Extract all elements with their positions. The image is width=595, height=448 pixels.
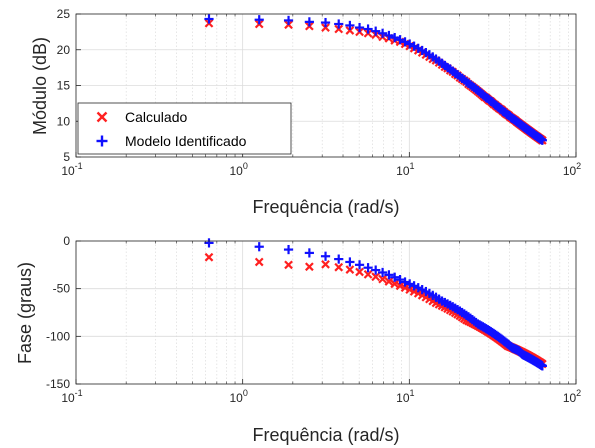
data-point (537, 361, 547, 371)
magnitude-xtick-exponent: 0 (243, 161, 248, 171)
data-point (334, 254, 344, 264)
data-point (345, 265, 355, 274)
magnitude-marks (204, 14, 547, 145)
data-point (363, 24, 373, 34)
data-point (321, 259, 330, 269)
data-point (363, 269, 373, 279)
data-point (371, 26, 381, 36)
data-point (321, 23, 330, 32)
phase-ytick-label: -100 (46, 329, 70, 343)
data-point (405, 279, 415, 289)
phase-xlabel: Frequência (rad/s) (252, 425, 399, 445)
magnitude-xlabel: Frequência (rad/s) (252, 197, 399, 217)
phase-xtick-exponent: 1 (410, 388, 415, 398)
magnitude-ytick-label: 20 (57, 43, 71, 57)
data-point (395, 275, 405, 285)
data-point (304, 248, 314, 258)
data-point (345, 26, 355, 35)
data-point (395, 281, 405, 291)
phase-ytick-label: -150 (46, 377, 70, 391)
legend-marker-calculado (96, 111, 108, 123)
data-point (355, 267, 364, 277)
data-point (284, 260, 293, 270)
magnitude-ytick-label: 15 (57, 79, 71, 93)
data-point (390, 272, 400, 282)
data-point (400, 277, 410, 287)
data-point (283, 15, 294, 26)
magnitude-xtick-exponent: -1 (75, 161, 83, 171)
magnitude-ytick-label: 5 (63, 150, 70, 164)
data-point (254, 242, 264, 252)
magnitude-xtick-exponent: 2 (576, 161, 581, 171)
data-point (204, 14, 214, 24)
data-point (537, 135, 547, 145)
phase-series-modelo (204, 238, 547, 371)
data-point (320, 251, 331, 261)
data-point (254, 15, 264, 25)
phase-marks (204, 238, 547, 371)
data-point (363, 263, 373, 273)
data-point (334, 24, 344, 34)
phase-xtick-exponent: -1 (75, 388, 83, 398)
magnitude-ytick-label: 25 (57, 7, 71, 21)
phase-ytick-label: 0 (63, 234, 70, 248)
data-point (384, 30, 394, 41)
legend-label-calculado: Calculado (125, 109, 187, 125)
legend: Calculado Modelo Identificado (77, 102, 292, 155)
data-point (304, 17, 314, 27)
data-point (384, 277, 394, 286)
phase-xtick-exponent: 2 (576, 388, 581, 398)
data-point (254, 257, 264, 267)
data-point (283, 244, 294, 255)
data-point (390, 32, 400, 43)
data-point (304, 262, 314, 272)
phase-ytick-label: -50 (53, 282, 71, 296)
data-point (354, 260, 365, 270)
data-point (334, 262, 344, 272)
magnitude-series-modelo (204, 14, 547, 145)
data-point (204, 252, 214, 262)
phase-xtick-exponent: 0 (243, 388, 248, 398)
data-point (334, 19, 344, 29)
data-point (354, 22, 365, 33)
magnitude-xtick-exponent: 1 (410, 161, 415, 171)
data-point (400, 37, 410, 47)
phase-ylabel: Fase (graus) (15, 262, 35, 364)
data-point (371, 265, 381, 275)
data-point (345, 20, 355, 31)
data-point (390, 279, 400, 289)
data-point (395, 35, 405, 45)
legend-box (77, 102, 292, 155)
data-point (378, 28, 388, 38)
data-point (400, 283, 410, 293)
legend-marker-modelo (96, 135, 108, 147)
data-point (345, 257, 355, 267)
data-point (384, 270, 394, 280)
data-point (378, 274, 387, 284)
data-point (320, 17, 331, 28)
legend-label-modelo: Modelo Identificado (125, 133, 247, 149)
phase-axes-box (75, 240, 577, 385)
data-point (371, 272, 381, 282)
magnitude-ytick-label: 10 (57, 114, 71, 128)
data-point (378, 267, 388, 278)
magnitude-ylabel: Módulo (dB) (30, 37, 50, 135)
